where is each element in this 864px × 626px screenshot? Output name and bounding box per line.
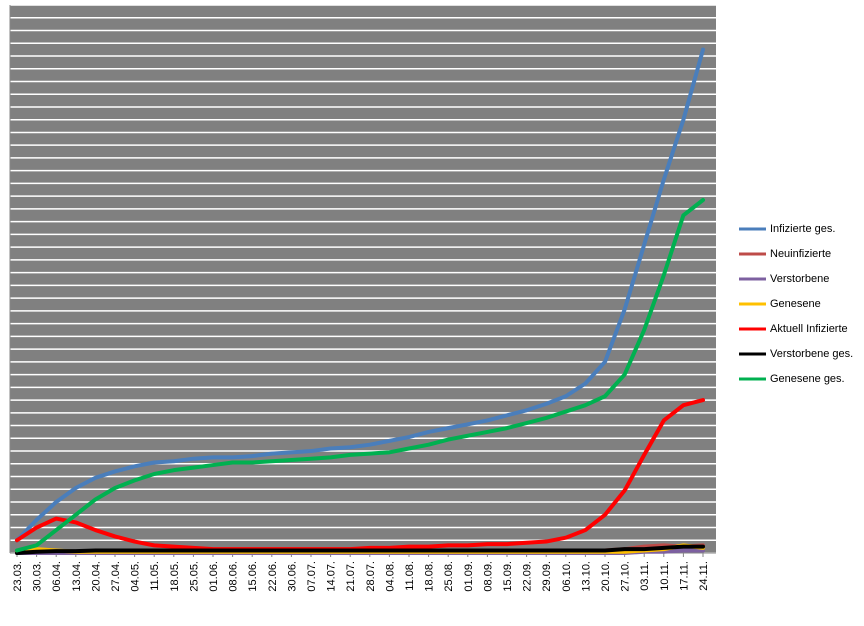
x-tick-label: 20.04. [90,561,102,592]
series-line [15,544,705,555]
legend: Infizierte ges. Neuinfizierte Verstorbene G… [739,223,853,385]
x-tick-label: 30.06. [286,561,298,592]
x-tick-label: 29.09. [541,561,553,592]
x-tick-label: 23.03. [12,561,24,592]
x-tick-label: 10.11. [659,561,671,591]
x-tick-label: 08.06. [228,561,240,592]
x-tick-label: 18.05. [169,561,181,592]
x-tick-label: 24.11. [698,561,710,591]
x-tick-label: 22.09. [522,561,534,592]
x-tick-label: 15.09. [502,561,514,592]
x-tick-label: 25.05. [188,561,200,592]
x-tick-label: 04.05. [130,561,142,592]
x-tick-label: 14.07. [326,561,338,592]
x-tick-label: 07.07. [306,561,318,592]
legend-label: Aktuell Infizierte [770,323,848,335]
legend-label: Infizierte ges. [770,223,835,235]
legend-label: Verstorbene [770,273,829,285]
x-tick-label: 01.06. [208,561,220,592]
x-tick-label: 06.04. [51,561,63,592]
x-tick-label: 11.08. [404,561,416,591]
x-tick-label: 20.10. [600,561,612,592]
x-tick-label: 13.10. [580,561,592,592]
x-tick-label: 28.07. [365,561,377,592]
legend-label: Neuinfizierte [770,248,831,260]
x-tick-label: 11.05. [149,561,161,591]
series-line [15,197,705,553]
x-tick-label: 08.09. [482,561,494,592]
x-tick-label: 01.09. [463,561,475,592]
plot-area [10,5,716,553]
x-tick-label: 13.04. [71,561,83,592]
legend-label: Verstorbene ges. [770,348,853,360]
x-tick-label: 18.08. [424,561,436,592]
x-tick-label: 04.08. [384,561,396,592]
x-tick-label: 21.07. [345,561,357,592]
x-tick-label: 06.10. [561,561,573,592]
x-tick-label: 15.06. [247,561,259,592]
x-tick-label: 03.11. [639,561,651,591]
x-tick-label: 25.08. [443,561,455,592]
x-tick-label: 27.10. [620,561,632,592]
x-tick-label: 22.06. [267,561,279,592]
x-tick-label: 17.11. [678,561,690,591]
series-line [15,47,705,543]
legend-label: Genesene [770,298,821,310]
x-tick-label: 30.03. [32,561,44,592]
x-tick-label: 27.04. [110,561,122,592]
legend-label: Genesene ges. [770,373,845,385]
